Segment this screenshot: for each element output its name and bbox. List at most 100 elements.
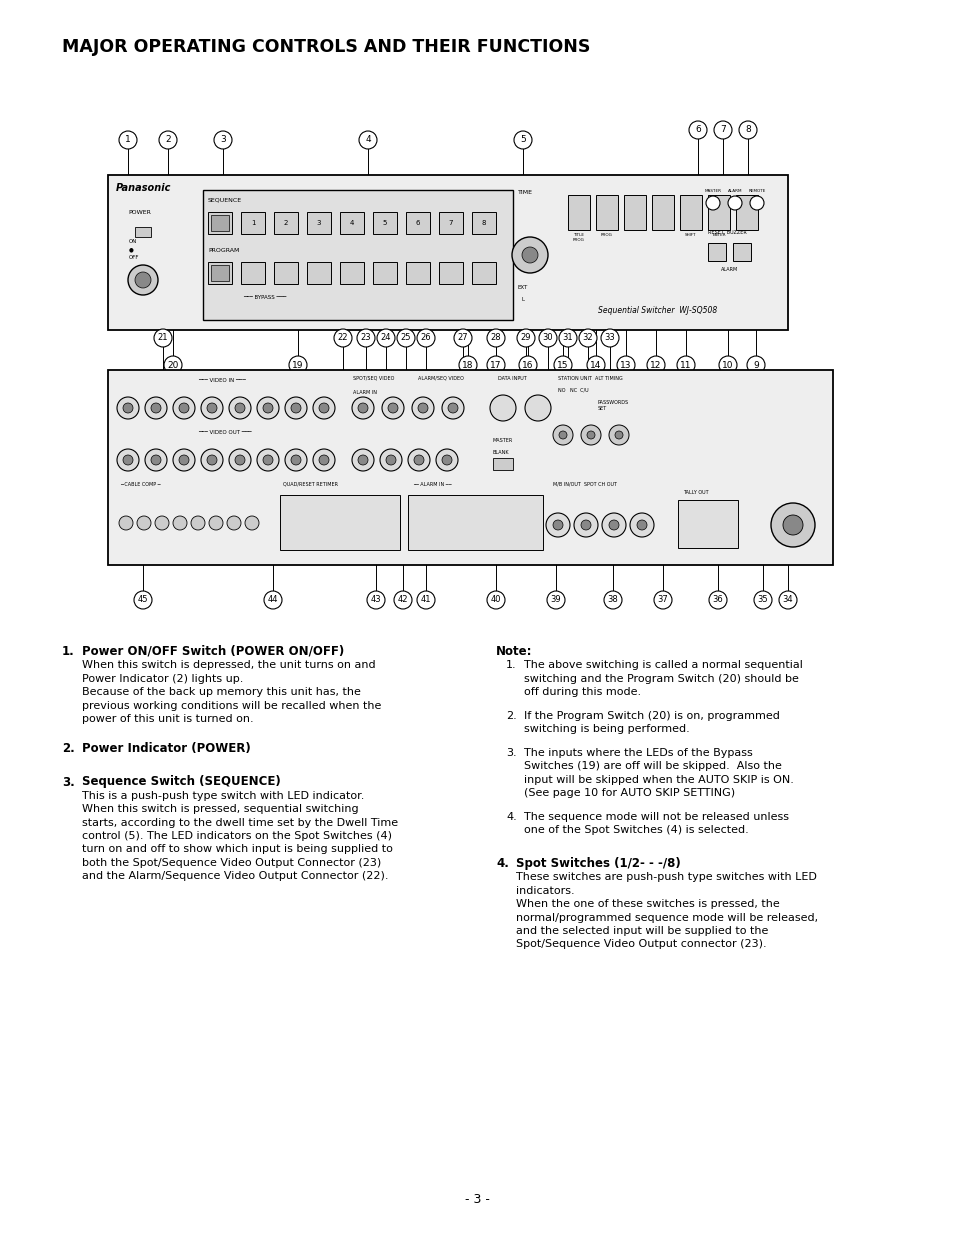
- Circle shape: [458, 355, 476, 374]
- Circle shape: [654, 591, 671, 610]
- Circle shape: [123, 404, 132, 413]
- Circle shape: [518, 355, 537, 374]
- Text: The above switching is called a normal sequential
switching and the Program Swit: The above switching is called a normal s…: [523, 660, 802, 697]
- Text: TITLE
PROG: TITLE PROG: [573, 233, 584, 242]
- Circle shape: [441, 455, 452, 465]
- Circle shape: [179, 455, 189, 465]
- Text: OFF: OFF: [129, 255, 139, 260]
- Circle shape: [145, 397, 167, 420]
- FancyBboxPatch shape: [406, 262, 430, 284]
- Text: ─── BYPASS ───: ─── BYPASS ───: [243, 295, 286, 300]
- Text: 3: 3: [220, 136, 226, 144]
- Text: 25: 25: [400, 333, 411, 343]
- Circle shape: [234, 404, 245, 413]
- Circle shape: [637, 520, 646, 529]
- FancyBboxPatch shape: [108, 370, 832, 565]
- Circle shape: [739, 121, 757, 139]
- FancyBboxPatch shape: [406, 212, 430, 234]
- Circle shape: [396, 329, 415, 347]
- Circle shape: [381, 397, 403, 420]
- Circle shape: [227, 516, 241, 529]
- Circle shape: [172, 449, 194, 471]
- Circle shape: [256, 449, 278, 471]
- Text: 19: 19: [292, 360, 303, 369]
- Circle shape: [514, 131, 532, 149]
- Text: SEQUENCE: SEQUENCE: [208, 197, 242, 204]
- FancyBboxPatch shape: [493, 458, 513, 470]
- FancyBboxPatch shape: [651, 195, 673, 230]
- FancyBboxPatch shape: [241, 262, 265, 284]
- Text: ── ALARM IN ──: ── ALARM IN ──: [413, 482, 451, 487]
- Text: ALARM: ALARM: [727, 189, 741, 193]
- Text: 20: 20: [167, 360, 178, 369]
- Text: 7: 7: [448, 220, 453, 226]
- FancyBboxPatch shape: [707, 195, 729, 230]
- Text: EXT: EXT: [517, 285, 528, 290]
- Circle shape: [538, 329, 557, 347]
- Circle shape: [586, 431, 595, 439]
- Circle shape: [151, 404, 161, 413]
- Text: 1.: 1.: [62, 645, 74, 658]
- Circle shape: [356, 329, 375, 347]
- FancyBboxPatch shape: [678, 500, 738, 548]
- FancyBboxPatch shape: [307, 212, 331, 234]
- Circle shape: [580, 424, 600, 445]
- Circle shape: [367, 591, 385, 610]
- Circle shape: [553, 424, 573, 445]
- Text: 3.: 3.: [62, 775, 74, 789]
- Circle shape: [705, 196, 720, 210]
- Circle shape: [486, 329, 504, 347]
- FancyBboxPatch shape: [408, 495, 542, 550]
- Circle shape: [517, 329, 535, 347]
- Text: ─── VIDEO IN ───: ─── VIDEO IN ───: [198, 378, 246, 383]
- FancyBboxPatch shape: [108, 175, 787, 329]
- FancyBboxPatch shape: [438, 212, 462, 234]
- Text: Power Indicator (POWER): Power Indicator (POWER): [82, 742, 251, 755]
- Circle shape: [263, 404, 273, 413]
- Circle shape: [521, 247, 537, 263]
- Circle shape: [285, 397, 307, 420]
- Text: PASSWORDS
SET: PASSWORDS SET: [598, 400, 628, 411]
- Circle shape: [454, 329, 472, 347]
- Circle shape: [164, 355, 182, 374]
- Circle shape: [417, 404, 428, 413]
- Text: REMOTE: REMOTE: [747, 189, 765, 193]
- Text: 28: 28: [490, 333, 500, 343]
- Circle shape: [629, 513, 654, 537]
- Text: 30: 30: [542, 333, 553, 343]
- Text: 6: 6: [416, 220, 420, 226]
- FancyBboxPatch shape: [707, 243, 725, 262]
- Circle shape: [357, 455, 368, 465]
- Circle shape: [128, 265, 158, 295]
- Text: 6: 6: [695, 126, 700, 135]
- Text: Sequence Switch (SEQUENCE): Sequence Switch (SEQUENCE): [82, 775, 280, 789]
- Text: 21: 21: [157, 333, 168, 343]
- Circle shape: [746, 355, 764, 374]
- Text: 10: 10: [721, 360, 733, 369]
- Circle shape: [229, 397, 251, 420]
- Text: These switches are push-push type switches with LED
indicators.
When the one of : These switches are push-push type switch…: [516, 872, 818, 949]
- Text: 41: 41: [420, 596, 431, 605]
- Text: 40: 40: [490, 596, 500, 605]
- Circle shape: [352, 449, 374, 471]
- Text: - 3 -: - 3 -: [464, 1193, 489, 1206]
- Circle shape: [313, 449, 335, 471]
- Text: 36: 36: [712, 596, 722, 605]
- FancyBboxPatch shape: [208, 262, 232, 284]
- Circle shape: [524, 395, 551, 421]
- Text: Sequential Switcher  WJ-SQ508: Sequential Switcher WJ-SQ508: [598, 306, 717, 315]
- FancyBboxPatch shape: [339, 212, 364, 234]
- Text: 23: 23: [360, 333, 371, 343]
- Circle shape: [201, 397, 223, 420]
- Text: The sequence mode will not be released unless
one of the Spot Switches (4) is se: The sequence mode will not be released u…: [523, 812, 788, 835]
- Text: 39: 39: [550, 596, 560, 605]
- Circle shape: [117, 449, 139, 471]
- Text: 4: 4: [365, 136, 371, 144]
- Text: ALARM/SEQ VIDEO: ALARM/SEQ VIDEO: [417, 376, 463, 381]
- Text: If the Program Switch (20) is on, programmed
switching is being performed.: If the Program Switch (20) is on, progra…: [523, 711, 779, 734]
- Text: 45: 45: [137, 596, 148, 605]
- FancyBboxPatch shape: [116, 495, 271, 550]
- FancyBboxPatch shape: [135, 227, 151, 237]
- Circle shape: [191, 516, 205, 529]
- Text: TIME: TIME: [517, 190, 533, 195]
